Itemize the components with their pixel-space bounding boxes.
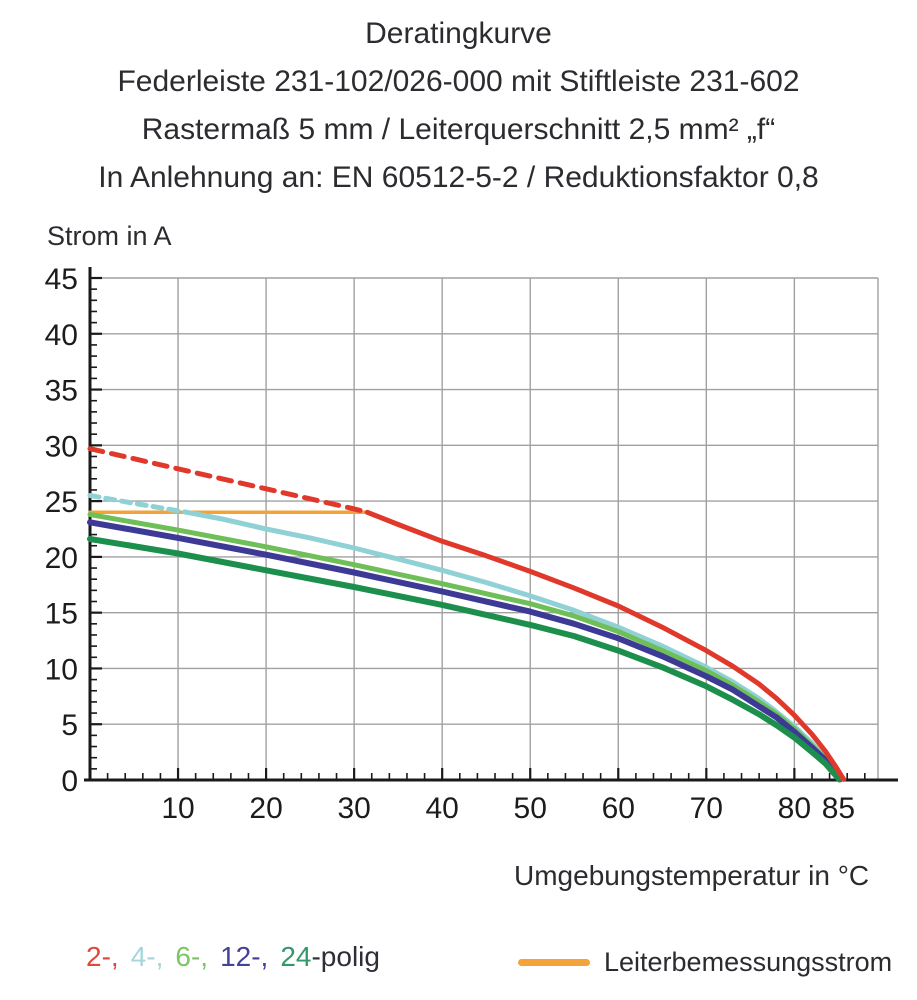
legend-pole-label: 6-, (175, 941, 209, 972)
legend-poles-suffix: -polig (311, 941, 380, 972)
legend-pole-label: 12-, (220, 941, 269, 972)
svg-text:10: 10 (45, 653, 78, 686)
svg-text:40: 40 (45, 319, 78, 352)
rated-current-legend: Leiterbemessungsstrom (518, 947, 892, 978)
x-axis-title: Umgebungstemperatur in °C (514, 860, 870, 891)
svg-text:50: 50 (514, 792, 547, 825)
svg-text:25: 25 (45, 486, 78, 519)
svg-text:45: 45 (45, 263, 78, 296)
series-24-polig (87, 536, 843, 783)
svg-text:20: 20 (249, 792, 282, 825)
series-6-polig (87, 512, 843, 782)
svg-text:30: 30 (45, 430, 78, 463)
y-axis-title: Strom in A (47, 221, 172, 251)
title-subline-connectors: Federleiste 231-102/026-000 mit Stiftlei… (117, 65, 800, 98)
series-4-polig (87, 493, 190, 515)
svg-text:35: 35 (45, 375, 78, 408)
svg-text:10: 10 (161, 792, 194, 825)
legend-pole-label: 2-, (86, 941, 119, 972)
svg-text:5: 5 (61, 709, 78, 742)
svg-text:60: 60 (602, 792, 635, 825)
title-subline-pitch: Rastermaß 5 mm / Leiterquerschnitt 2,5 m… (141, 113, 776, 146)
svg-text:30: 30 (337, 792, 370, 825)
rated-current-label: Leiterbemessungsstrom (604, 947, 893, 977)
series-2-polig (87, 446, 370, 515)
legend-pole-label: 24 (280, 941, 312, 972)
svg-text:70: 70 (690, 792, 723, 825)
svg-text:15: 15 (45, 598, 78, 631)
legend-pole-label: 4-, (130, 941, 164, 972)
series-2-polig (364, 509, 847, 782)
series-12-polig (87, 519, 844, 783)
poles-legend: 2-, 4-, 6-, 12-, 24-polig (86, 941, 380, 973)
svg-text:40: 40 (425, 792, 458, 825)
svg-text:80: 80 (778, 792, 811, 825)
rated-current-line-swatch (518, 959, 590, 966)
chart-title-block: Deratingkurve Federleiste 231-102/026-00… (0, 10, 917, 202)
svg-text:0: 0 (61, 765, 78, 798)
svg-text:85: 85 (822, 792, 855, 825)
page-title: Deratingkurve (365, 17, 552, 50)
title-subline-standard: In Anlehnung an: EN 60512-5-2 / Reduktio… (98, 161, 819, 194)
svg-text:20: 20 (45, 542, 78, 575)
